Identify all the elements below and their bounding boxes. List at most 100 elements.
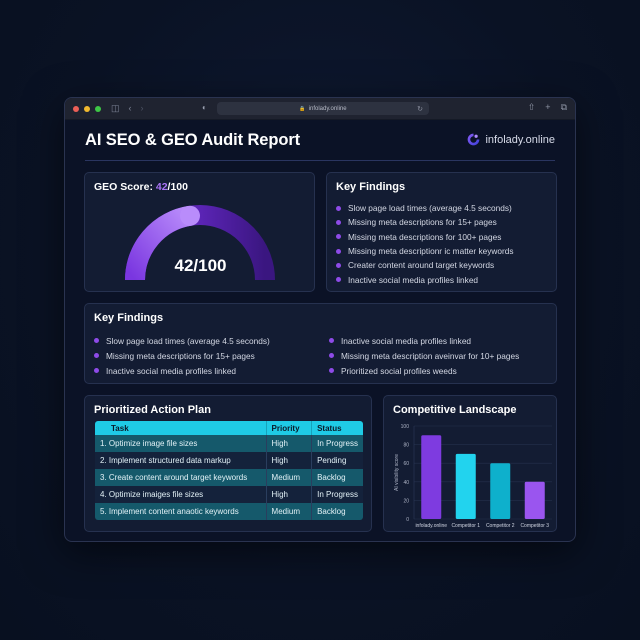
gauge-value-text: 42/100 [174,256,227,275]
lock-icon: 🔒 [299,105,306,112]
brand-logo-icon [468,133,480,146]
tabs-overview-icon[interactable]: ⧉ [560,102,567,112]
bullet-icon [94,353,99,358]
bullet-icon [336,262,341,268]
table-row[interactable]: 4. Optimize imaiges file sizes High In P… [95,486,363,503]
browser-window: ◫ ‹ › ◐ 🔒 infolady.online ↻ ⇧ + ⧉ AI SEO… [64,97,576,542]
sidebar-icon[interactable]: ◫ [111,103,120,113]
bar[interactable] [490,463,511,519]
bar[interactable] [421,435,442,519]
priority-cell: High [266,486,313,503]
task-cell: 1. Optimize image file sizes [95,435,267,452]
task-cell: 5. Implement content anaotic keywords [95,503,267,520]
key-findings-title: Key Findings [336,181,406,193]
finding-item: Slow page load times (average 4.5 second… [94,333,270,348]
task-cell: 2. Implement structured data markup [95,452,267,469]
finding-item: Missing meta descriptionr ic matter keyw… [336,244,514,258]
minimize-window-button[interactable] [84,105,90,112]
maximize-window-button[interactable] [95,105,101,112]
key-findings-wide-title: Key Findings [94,312,164,324]
bullet-icon [336,234,341,240]
status-cell: Backlog [311,469,363,486]
competitive-bar-chart: 0 20 40 60 80 100 AI visibility score infolady.… [394,424,552,529]
priority-cell: High [266,435,313,452]
bullet-icon [94,338,99,343]
finding-item: Prioritized social profiles weeds [329,363,519,378]
key-findings-right-list: Inactive social media profiles linked Mi… [329,333,519,378]
bullet-icon [336,277,341,283]
forward-icon[interactable]: › [140,103,144,113]
finding-item: Missing meta description aveinvar for 10… [329,348,519,363]
shield-icon[interactable]: ◐ [202,103,207,112]
geo-score-title: GEO Score: 42/100 [94,181,188,193]
action-plan-table: Task Priority Status 1. Optimize image f… [95,421,363,520]
column-header-task[interactable]: Task [95,421,267,435]
window-controls [73,105,101,112]
finding-item: Slow page load times (average 4.5 second… [336,201,514,215]
page-title: AI SEO & GEO Audit Report [85,131,301,149]
share-icon[interactable]: ⇧ [527,102,536,112]
status-cell: Backlog [311,503,363,520]
finding-item: Inactive social media profiles linked [94,363,270,378]
brand[interactable]: infolady.online [467,133,555,146]
bullet-icon [336,219,341,225]
table-row[interactable]: 2. Implement structured data markup High… [95,452,363,469]
status-cell: Pending [311,452,363,469]
finding-item: Inactive social media profiles linked [329,333,519,348]
action-plan-title: Prioritized Action Plan [94,404,211,416]
action-plan-card: Prioritized Action Plan Task Priority St… [84,395,372,532]
geo-score-card: GEO Score: 42/100 42/100 [84,172,315,292]
table-row[interactable]: 5. Implement content anaotic keywords Me… [95,503,363,520]
y-tick-label: 0 [406,517,409,523]
finding-item: Missing meta descriptions for 100+ pages [336,230,514,244]
brand-name: infolady.online [485,133,555,146]
task-cell: 3. Create content around target keywords [95,469,267,486]
y-tick-label: 80 [403,443,409,449]
browser-toolbar: ◫ ‹ › ◐ 🔒 infolady.online ↻ ⇧ + ⧉ [65,98,575,120]
finding-item: Creater content around target keywords [336,258,514,272]
back-icon[interactable]: ‹ [128,103,132,113]
y-axis-label: AI visibility score [394,454,400,491]
reload-icon[interactable]: ↻ [417,105,423,113]
x-tick-label: infolady.online [415,523,447,529]
geo-score-label: GEO Score: [94,181,156,193]
priority-cell: High [266,452,313,469]
priority-cell: Medium [266,503,313,520]
report-header: AI SEO & GEO Audit Report infolady.onlin… [85,131,555,161]
task-cell: 4. Optimize imaiges file sizes [95,486,267,503]
column-header-priority[interactable]: Priority [266,421,313,435]
y-tick-label: 20 [403,498,409,504]
x-tick-label: Competitor 2 [486,523,515,529]
finding-item: Missing meta descriptions for 15+ pages [336,215,514,229]
x-tick-label: Competitor 3 [520,523,549,529]
bar[interactable] [524,481,545,519]
close-window-button[interactable] [73,105,79,112]
bullet-icon [329,368,334,373]
address-bar[interactable]: 🔒 infolady.online ↻ [217,102,429,115]
new-tab-icon[interactable]: + [545,102,551,112]
y-tick-label: 60 [403,461,409,467]
x-tick-label: Competitor 1 [451,523,480,529]
status-cell: In Progress [311,486,363,503]
bar[interactable] [455,453,476,519]
status-cell: In Progress [311,435,363,452]
table-header-row: Task Priority Status [95,421,363,435]
geo-score-value: 42 [155,181,168,193]
priority-cell: Medium [266,469,313,486]
geo-score-max: /100 [167,181,188,193]
geo-score-gauge [125,205,275,281]
url-text: infolady.online [308,105,347,112]
bullet-icon [329,353,334,358]
competitive-landscape-card: Competitive Landscape 0 20 40 60 80 100 AI vis… [383,395,557,532]
column-header-status[interactable]: Status [311,421,363,435]
key-findings-left-list: Slow page load times (average 4.5 second… [94,333,270,378]
key-findings-list: Slow page load times (average 4.5 second… [336,201,514,287]
key-findings-card: Key Findings Slow page load times (avera… [326,172,557,292]
bullet-icon [336,248,341,254]
table-row[interactable]: 1. Optimize image file sizes High In Pro… [95,435,363,452]
bullet-icon [94,368,99,373]
finding-item: Missing meta descriptions for 15+ pages [94,348,270,363]
y-tick-label: 100 [401,424,410,430]
finding-item: Inactive social media profiles linked [336,272,514,286]
table-row[interactable]: 3. Create content around target keywords… [95,469,363,486]
